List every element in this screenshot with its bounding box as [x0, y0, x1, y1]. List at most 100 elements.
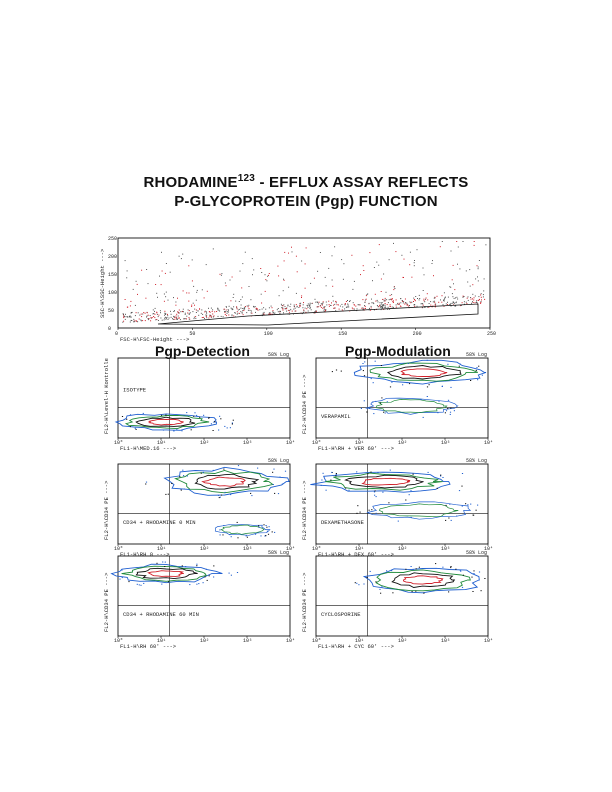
- event-dot: [280, 303, 282, 305]
- event-dot: [296, 306, 298, 308]
- event-dot: [206, 290, 208, 292]
- event-dot: [283, 260, 285, 262]
- contour-speck: [456, 515, 458, 517]
- event-dot: [167, 315, 169, 317]
- panel-x-tick-label: 10⁰: [114, 546, 123, 552]
- contour-speck: [331, 471, 333, 473]
- contour-speck: [450, 519, 452, 521]
- event-dot: [219, 310, 221, 312]
- event-dot: [243, 310, 245, 311]
- event-dot: [441, 295, 443, 297]
- event-dot: [483, 290, 485, 292]
- event-dot: [206, 317, 208, 319]
- event-dot: [192, 311, 194, 313]
- event-dot: [195, 317, 197, 319]
- event-dot: [221, 273, 223, 275]
- event-dot: [317, 306, 319, 308]
- event-dot: [262, 314, 264, 315]
- event-dot: [443, 305, 445, 307]
- event-dot: [457, 246, 459, 248]
- contour-speck: [473, 573, 475, 575]
- contour-ring: [362, 567, 480, 594]
- event-dot: [331, 279, 333, 281]
- event-dot: [123, 315, 125, 317]
- event-dot: [302, 311, 304, 313]
- contour-speck: [362, 370, 364, 372]
- event-dot: [443, 300, 445, 302]
- event-dot: [220, 315, 222, 317]
- event-dot: [264, 274, 266, 276]
- event-dot: [160, 284, 162, 286]
- contour-speck: [386, 570, 388, 572]
- event-dot: [406, 303, 408, 305]
- panel-frame: [315, 555, 489, 637]
- contour-speck: [121, 416, 124, 417]
- contour-speck: [448, 591, 450, 593]
- event-dot: [332, 300, 334, 302]
- panel-x-tick-label: 10²: [398, 440, 407, 446]
- event-dot: [140, 320, 142, 322]
- event-dot: [351, 254, 353, 256]
- event-dot: [169, 271, 171, 273]
- event-dot: [480, 296, 482, 298]
- contour-speck: [362, 363, 364, 364]
- contour-speck: [461, 505, 463, 507]
- event-dot: [308, 304, 310, 306]
- event-dot: [236, 313, 238, 315]
- contour-speck: [375, 581, 377, 583]
- contour-speck: [236, 572, 239, 573]
- contour-speck: [279, 476, 281, 478]
- event-dot: [406, 302, 408, 304]
- event-dot: [151, 317, 152, 319]
- event-dot: [238, 308, 240, 310]
- event-dot: [126, 270, 128, 272]
- event-dot: [341, 309, 343, 311]
- event-dot: [160, 317, 162, 319]
- event-dot: [201, 317, 203, 318]
- event-dot: [454, 289, 456, 291]
- event-dot: [341, 259, 343, 261]
- event-dot: [144, 320, 146, 322]
- event-dot: [452, 301, 454, 303]
- event-dot: [462, 241, 464, 242]
- event-dot: [305, 311, 307, 313]
- event-dot: [222, 316, 224, 318]
- event-dot: [332, 285, 334, 287]
- event-dot: [146, 316, 147, 318]
- panel-x-tick-label: 10⁴: [484, 638, 493, 644]
- contour-speck: [458, 365, 460, 367]
- top-x-tick-label: 150: [338, 331, 347, 337]
- event-dot: [295, 304, 297, 306]
- contour-speck: [340, 370, 342, 372]
- contour-speck: [199, 416, 201, 418]
- event-dot: [271, 313, 273, 315]
- event-dot: [342, 306, 344, 308]
- event-dot: [164, 317, 166, 319]
- contour-speck: [422, 416, 424, 418]
- event-dot: [152, 309, 154, 311]
- contour-speck: [372, 382, 374, 384]
- event-dot: [339, 305, 341, 307]
- contour-speck: [369, 570, 371, 572]
- event-dot: [260, 268, 262, 269]
- event-dot: [480, 302, 482, 303]
- event-dot: [424, 301, 426, 303]
- event-dot: [309, 306, 311, 308]
- event-dot: [395, 251, 397, 253]
- event-dot: [319, 252, 321, 253]
- event-dot: [477, 268, 479, 270]
- event-dot: [129, 321, 131, 323]
- event-dot: [409, 305, 410, 306]
- panel-frame: [117, 555, 291, 637]
- event-dot: [161, 270, 163, 272]
- contour-speck: [447, 408, 449, 410]
- contour-speck: [226, 427, 228, 429]
- event-dot: [240, 304, 242, 306]
- event-dot: [373, 267, 375, 268]
- event-dot: [423, 298, 425, 300]
- event-dot: [462, 296, 464, 298]
- event-dot: [183, 318, 185, 320]
- contour-speck: [335, 475, 337, 477]
- event-dot: [467, 296, 469, 298]
- contour-speck: [331, 371, 333, 373]
